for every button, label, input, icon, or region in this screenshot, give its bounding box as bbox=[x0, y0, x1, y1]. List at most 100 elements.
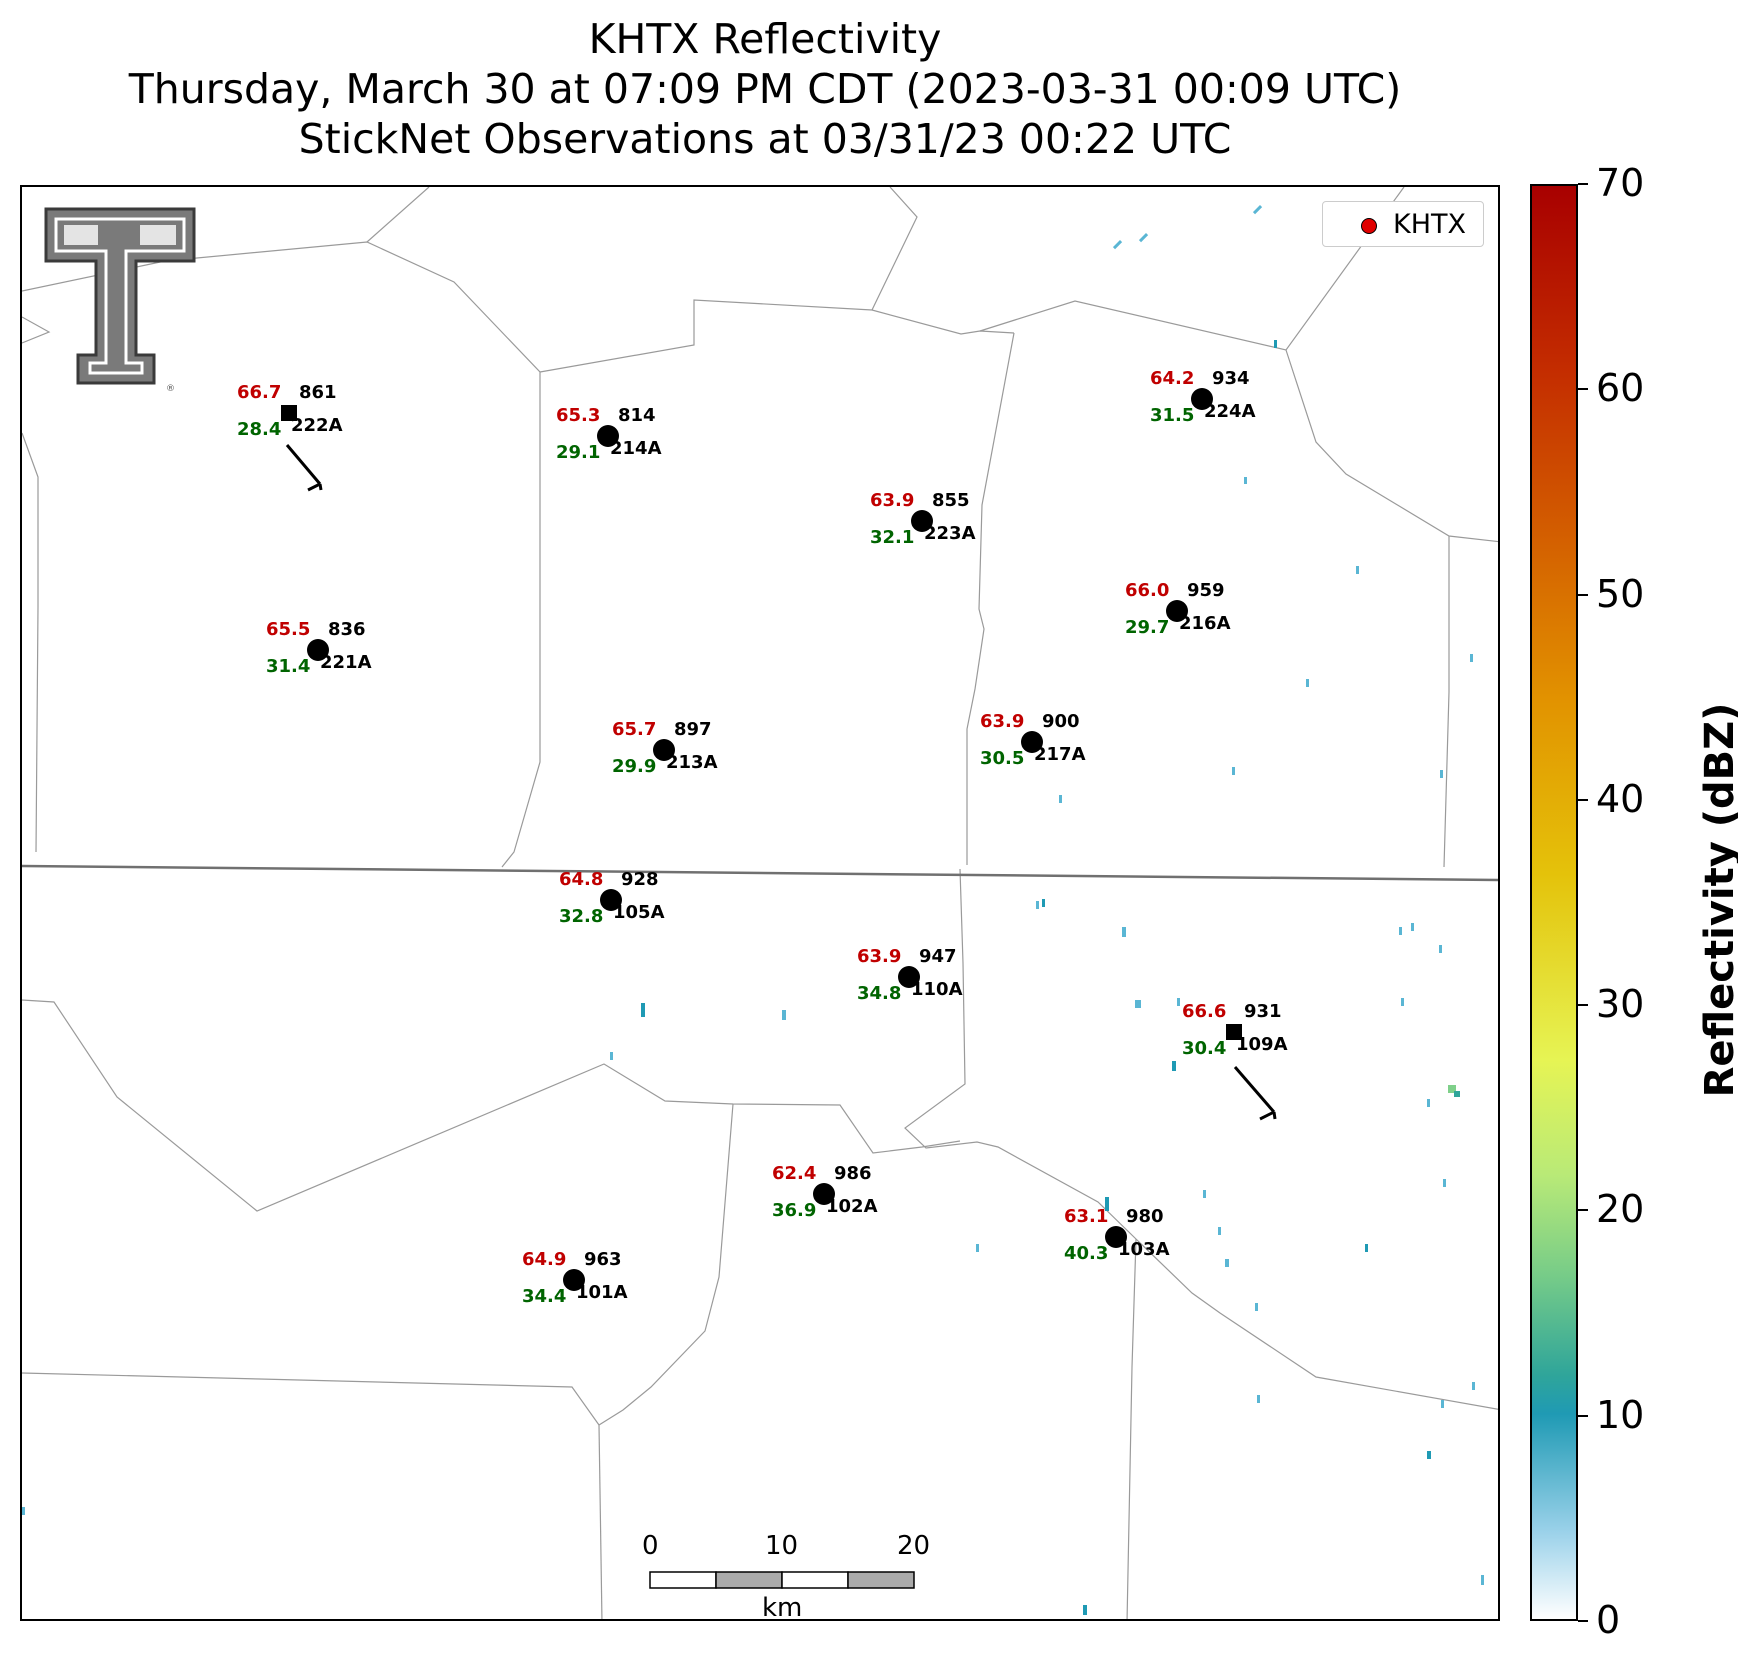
station-marker-icon bbox=[1226, 1024, 1242, 1040]
station-dewpoint: 40.3 bbox=[1064, 1243, 1109, 1264]
station-temperature: 66.0 bbox=[1125, 580, 1170, 601]
wind-barbs bbox=[285, 444, 1277, 1121]
station-dewpoint: 30.4 bbox=[1182, 1038, 1227, 1059]
map-subtitle-observations: StickNet Observations at 03/31/23 00:22 … bbox=[298, 115, 1232, 163]
station-dewpoint: 34.4 bbox=[522, 1286, 567, 1307]
station-temperature: 64.9 bbox=[522, 1249, 567, 1270]
station-temperature: 64.8 bbox=[559, 869, 604, 890]
station-dewpoint: 29.9 bbox=[612, 756, 657, 777]
station-id: 221A bbox=[320, 652, 372, 673]
station-pressure: 931 bbox=[1244, 1001, 1282, 1022]
station-pressure: 836 bbox=[328, 619, 366, 640]
station-marker-icon bbox=[1191, 388, 1213, 410]
station-temperature: 64.2 bbox=[1150, 368, 1195, 389]
colorbar-tick-label: 20 bbox=[1596, 1187, 1645, 1232]
legend-marker-icon bbox=[1361, 218, 1377, 234]
station-marker-icon bbox=[307, 639, 329, 661]
station-dewpoint: 28.4 bbox=[237, 419, 282, 440]
station-temperature: 65.5 bbox=[266, 619, 311, 640]
texas-tech-logo: ® bbox=[44, 207, 196, 394]
colorbar-tick-mark bbox=[1578, 388, 1588, 391]
legend: KHTX bbox=[1322, 201, 1484, 247]
station-marker-icon bbox=[653, 739, 675, 761]
station-dewpoint: 30.5 bbox=[980, 748, 1025, 769]
county-boundaries bbox=[22, 187, 1498, 1619]
station-marker-icon bbox=[911, 510, 933, 532]
colorbar-tick-label: 50 bbox=[1596, 571, 1645, 616]
reflectivity-colorbar bbox=[1530, 184, 1578, 1621]
station-marker-icon bbox=[1166, 600, 1188, 622]
station-id: 222A bbox=[291, 415, 343, 436]
map-panel[interactable]: ® KHTX 66.7 861 28.4 222A 65.3 814 29.1 214A 64.… bbox=[20, 185, 1500, 1621]
station-pressure: 934 bbox=[1212, 368, 1250, 389]
station-pressure: 980 bbox=[1126, 1206, 1164, 1227]
station-marker-icon bbox=[813, 1183, 835, 1205]
colorbar-tick-label: 70 bbox=[1596, 161, 1645, 205]
station-id: 101A bbox=[576, 1282, 628, 1303]
colorbar-tick-label: 40 bbox=[1596, 776, 1645, 821]
station-pressure: 861 bbox=[299, 382, 337, 403]
station-marker-icon bbox=[281, 405, 297, 421]
station-id: 224A bbox=[1204, 401, 1256, 422]
scale-bar: 0 10 20 km bbox=[622, 1531, 930, 1621]
scale-tick-10: 10 bbox=[765, 1531, 799, 1561]
station-marker-icon bbox=[1105, 1226, 1127, 1248]
station-dewpoint: 34.8 bbox=[857, 983, 902, 1004]
station-temperature: 62.4 bbox=[772, 1163, 817, 1184]
colorbar-tick-mark bbox=[1578, 798, 1588, 801]
scale-unit: km bbox=[762, 1593, 803, 1621]
station-temperature: 63.9 bbox=[980, 711, 1025, 732]
station-dewpoint: 29.1 bbox=[556, 442, 601, 463]
station-temperature: 65.7 bbox=[612, 719, 657, 740]
legend-label: KHTX bbox=[1393, 209, 1466, 240]
station-id: 110A bbox=[911, 979, 963, 1000]
colorbar-title: Reflectivity (dBZ) bbox=[1697, 702, 1738, 1098]
map-subtitle-time: Thursday, March 30 at 07:09 PM CDT (2023… bbox=[128, 65, 1402, 113]
colorbar-tick-label: 0 bbox=[1596, 1598, 1621, 1642]
station-pressure: 963 bbox=[584, 1249, 622, 1270]
station-marker-icon bbox=[597, 425, 619, 447]
colorbar-tick-mark bbox=[1578, 183, 1588, 185]
station-dewpoint: 29.7 bbox=[1125, 617, 1170, 638]
station-id: 214A bbox=[610, 438, 662, 459]
map-title: KHTX Reflectivity bbox=[588, 15, 942, 63]
station-dewpoint: 31.4 bbox=[266, 656, 311, 677]
station-id: 103A bbox=[1118, 1239, 1170, 1260]
scale-tick-0: 0 bbox=[642, 1531, 659, 1561]
svg-text:®: ® bbox=[166, 384, 175, 394]
station-id: 109A bbox=[1236, 1034, 1288, 1055]
station-dewpoint: 31.5 bbox=[1150, 405, 1195, 426]
station-id: 216A bbox=[1179, 613, 1231, 634]
colorbar-tick-mark bbox=[1578, 1620, 1588, 1622]
station-marker-icon bbox=[600, 889, 622, 911]
station-id: 223A bbox=[924, 523, 976, 544]
station-pressure: 928 bbox=[621, 869, 659, 890]
station-pressure: 814 bbox=[618, 405, 656, 426]
station-pressure: 897 bbox=[674, 719, 712, 740]
station-marker-icon bbox=[898, 966, 920, 988]
station-temperature: 63.1 bbox=[1064, 1206, 1109, 1227]
station-temperature: 63.9 bbox=[870, 490, 915, 511]
reflectivity-echoes bbox=[22, 205, 1484, 1615]
station-pressure: 959 bbox=[1187, 580, 1225, 601]
station-temperature: 65.3 bbox=[556, 405, 601, 426]
colorbar-tick-mark bbox=[1578, 1414, 1588, 1417]
colorbar-tick-label: 10 bbox=[1596, 1392, 1645, 1437]
station-pressure: 986 bbox=[834, 1163, 872, 1184]
colorbar-tick-mark bbox=[1578, 1209, 1588, 1212]
station-temperature: 66.6 bbox=[1182, 1001, 1227, 1022]
station-pressure: 947 bbox=[919, 946, 957, 967]
station-marker-icon bbox=[1021, 731, 1043, 753]
station-dewpoint: 32.8 bbox=[559, 906, 604, 927]
station-dewpoint: 32.1 bbox=[870, 527, 915, 548]
station-marker-icon bbox=[563, 1269, 585, 1291]
colorbar-tick-mark bbox=[1578, 1004, 1588, 1007]
station-id: 213A bbox=[666, 752, 718, 773]
station-id: 217A bbox=[1034, 744, 1086, 765]
colorbar-tick-label: 60 bbox=[1596, 366, 1645, 411]
station-temperature: 66.7 bbox=[237, 382, 282, 403]
station-dewpoint: 36.9 bbox=[772, 1200, 817, 1221]
station-temperature: 63.9 bbox=[857, 946, 902, 967]
station-pressure: 900 bbox=[1042, 711, 1080, 732]
colorbar-tick-label: 30 bbox=[1596, 982, 1645, 1027]
